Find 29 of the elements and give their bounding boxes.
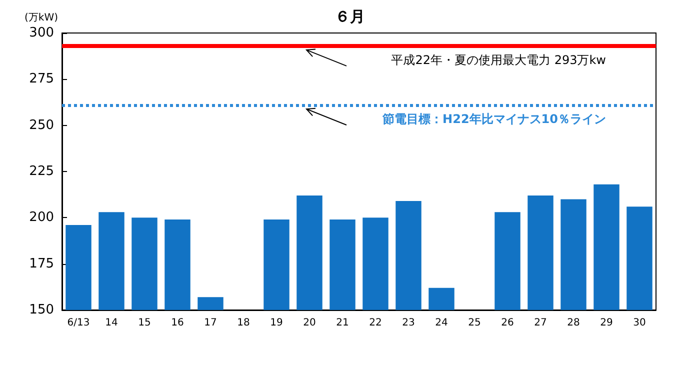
x-tick-label: 14 — [105, 318, 118, 328]
x-tick-label: 17 — [204, 318, 217, 328]
x-tick-label: 30 — [633, 318, 646, 328]
x-tick-label: 15 — [138, 318, 151, 328]
x-tick-label: 23 — [402, 318, 415, 328]
y-tick-label: 225 — [29, 164, 54, 179]
y-tick-label: 250 — [29, 118, 54, 133]
x-tick-label: 16 — [171, 318, 184, 328]
x-tick-label: 20 — [303, 318, 316, 328]
x-tick-label: 18 — [237, 318, 250, 328]
x-tick-label: 26 — [501, 318, 514, 328]
x-tick-label: 25 — [468, 318, 481, 328]
y-tick-label: 275 — [29, 72, 54, 87]
x-tick-label: 27 — [534, 318, 547, 328]
y-tick-label: 175 — [29, 256, 54, 272]
y-tick-label: 300 — [29, 26, 54, 40]
x-tick-label: 21 — [336, 318, 349, 328]
ref-line-label: 平成22年・夏の使用最大電力 293万kw — [391, 52, 606, 67]
y-tick-label: 150 — [29, 302, 54, 318]
x-tick-label: 24 — [435, 318, 448, 328]
y-tick-label: 200 — [29, 210, 54, 226]
ref-line-label: 節電目標：H22年比マイナス10％ライン — [382, 112, 606, 126]
x-tick-label: 28 — [567, 318, 580, 328]
y-axis-title: (万kW) — [24, 12, 58, 24]
x-tick-label: 6/13 — [67, 318, 90, 328]
x-tick-label: 22 — [369, 318, 382, 328]
x-tick-label: 19 — [270, 318, 283, 328]
chart-title: ６月 — [335, 8, 365, 26]
x-tick-label: 29 — [600, 318, 613, 328]
